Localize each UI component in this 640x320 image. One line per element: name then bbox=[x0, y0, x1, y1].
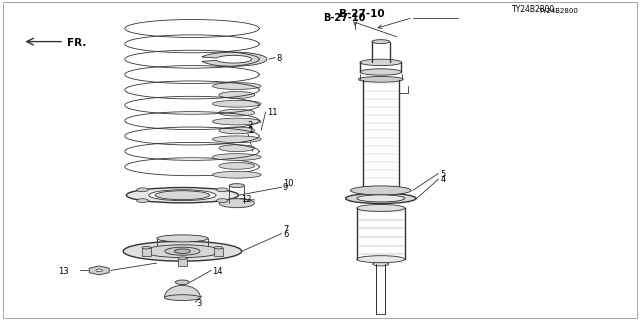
Bar bbox=[178, 258, 187, 266]
Text: 5: 5 bbox=[440, 170, 445, 179]
Text: 2: 2 bbox=[248, 121, 253, 130]
Text: 12: 12 bbox=[241, 195, 252, 204]
Ellipse shape bbox=[144, 245, 221, 258]
Polygon shape bbox=[212, 83, 261, 89]
Ellipse shape bbox=[357, 204, 404, 212]
Text: B-27-10: B-27-10 bbox=[323, 12, 365, 23]
Polygon shape bbox=[164, 285, 200, 298]
Text: 14: 14 bbox=[212, 267, 223, 276]
Ellipse shape bbox=[137, 188, 148, 192]
Ellipse shape bbox=[346, 193, 416, 204]
Bar bbox=[142, 248, 151, 256]
Polygon shape bbox=[212, 154, 261, 160]
Ellipse shape bbox=[219, 199, 255, 208]
Ellipse shape bbox=[148, 190, 216, 201]
Text: 3: 3 bbox=[196, 299, 202, 308]
Ellipse shape bbox=[123, 241, 241, 261]
Ellipse shape bbox=[96, 269, 102, 272]
Polygon shape bbox=[219, 145, 255, 151]
Ellipse shape bbox=[175, 280, 189, 284]
Polygon shape bbox=[212, 118, 261, 125]
Text: B-27-10: B-27-10 bbox=[339, 9, 385, 20]
Ellipse shape bbox=[357, 256, 404, 263]
Ellipse shape bbox=[372, 262, 388, 266]
Text: TY24B2800: TY24B2800 bbox=[538, 8, 577, 14]
Ellipse shape bbox=[126, 188, 238, 203]
Ellipse shape bbox=[216, 188, 228, 192]
Text: TY24B2800: TY24B2800 bbox=[512, 5, 556, 14]
Text: 9: 9 bbox=[283, 183, 288, 192]
Text: 8: 8 bbox=[276, 54, 282, 63]
Ellipse shape bbox=[360, 69, 402, 75]
Ellipse shape bbox=[157, 235, 208, 242]
Ellipse shape bbox=[214, 246, 223, 249]
Text: 1: 1 bbox=[248, 126, 253, 135]
Ellipse shape bbox=[357, 195, 404, 202]
Polygon shape bbox=[219, 163, 255, 169]
Polygon shape bbox=[89, 266, 109, 275]
Ellipse shape bbox=[178, 257, 187, 260]
Polygon shape bbox=[219, 109, 255, 116]
Ellipse shape bbox=[142, 246, 151, 249]
Ellipse shape bbox=[229, 184, 244, 188]
Polygon shape bbox=[219, 127, 255, 134]
Text: 7: 7 bbox=[283, 225, 288, 234]
Ellipse shape bbox=[360, 59, 402, 66]
Ellipse shape bbox=[155, 191, 209, 200]
Polygon shape bbox=[202, 52, 267, 66]
Polygon shape bbox=[212, 136, 261, 143]
Ellipse shape bbox=[351, 186, 411, 195]
Ellipse shape bbox=[216, 199, 228, 203]
Ellipse shape bbox=[372, 40, 390, 44]
Polygon shape bbox=[219, 92, 255, 98]
Text: 10: 10 bbox=[283, 179, 293, 188]
Text: FR.: FR. bbox=[67, 37, 86, 48]
Ellipse shape bbox=[137, 199, 148, 203]
Text: 4: 4 bbox=[440, 175, 445, 184]
Ellipse shape bbox=[358, 76, 403, 82]
Ellipse shape bbox=[174, 249, 191, 253]
Text: 6: 6 bbox=[283, 230, 288, 239]
Polygon shape bbox=[212, 100, 261, 107]
Ellipse shape bbox=[164, 295, 200, 300]
Text: 13: 13 bbox=[58, 267, 69, 276]
Text: 11: 11 bbox=[267, 108, 277, 117]
Ellipse shape bbox=[165, 247, 200, 255]
Polygon shape bbox=[212, 172, 261, 178]
Bar bbox=[214, 248, 223, 256]
